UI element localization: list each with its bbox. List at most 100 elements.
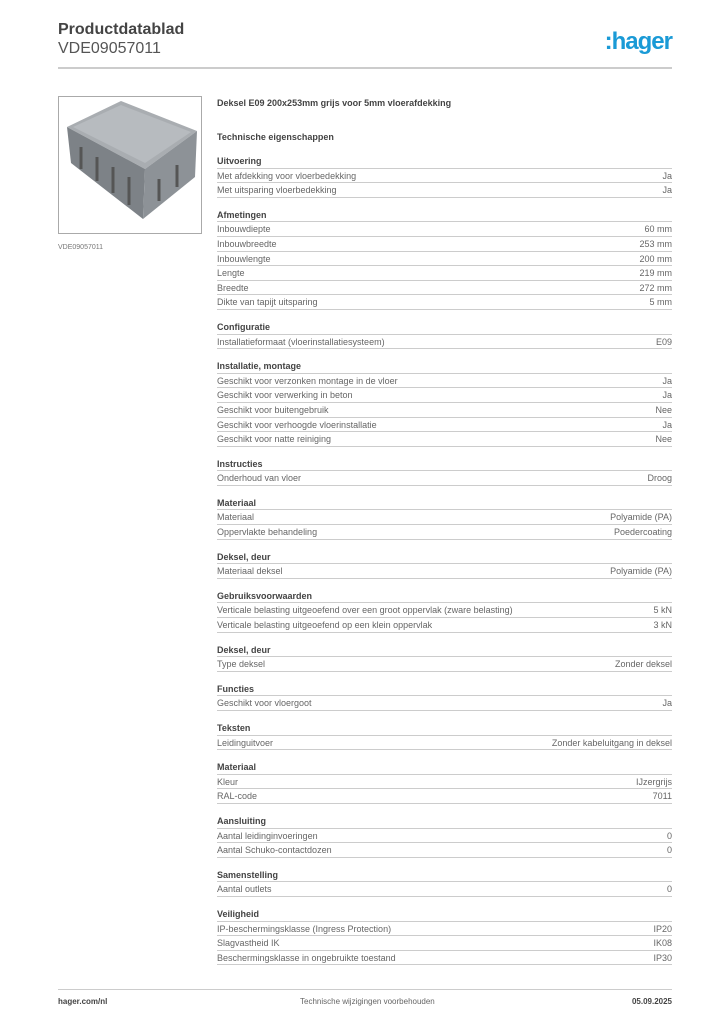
spec-label: Inbouwbreedte xyxy=(217,238,277,249)
spec-section: Gebruiksvoorwaarden Verticale belasting u… xyxy=(217,589,672,633)
spec-value: Ja xyxy=(662,375,672,386)
spec-label: Geschikt voor buitengebruik xyxy=(217,404,329,415)
spec-row: Oppervlakte behandeling Poedercoating xyxy=(217,525,672,540)
spec-value: Ja xyxy=(662,698,672,709)
spec-label: Geschikt voor verwerking in beton xyxy=(217,390,353,401)
spec-label: Breedte xyxy=(217,282,249,293)
footer-notice: Technische wijzigingen voorbehouden xyxy=(300,997,435,1006)
spec-row: Inbouwlengte 200 mm xyxy=(217,252,672,267)
spec-section: Installatie, montage Geschikt voor verzon… xyxy=(217,359,672,447)
spec-value: Droog xyxy=(647,473,672,484)
spec-section: Deksel, deur Type deksel Zonder deksel xyxy=(217,643,672,672)
spec-value: IJzergrijs xyxy=(635,776,672,787)
spec-value: IK08 xyxy=(653,938,672,949)
spec-label: Onderhoud van vloer xyxy=(217,473,302,484)
spec-value: 3 kN xyxy=(653,620,672,631)
spec-label: Dikte van tapijt uitsparing xyxy=(217,297,318,308)
spec-section: Configuratie Installatieformaat (vloerins… xyxy=(217,320,672,350)
spec-value: Ja xyxy=(662,170,672,181)
spec-row: Geschikt voor verzonken montage in de vl… xyxy=(217,374,672,389)
spec-row: Aantal leidinginvoeringen 0 xyxy=(217,829,672,844)
spec-value: Ja xyxy=(662,185,672,196)
spec-row: Materiaal deksel Polyamide (PA) xyxy=(217,564,672,579)
spec-section: Samenstelling Aantal outlets 0 xyxy=(217,868,672,897)
spec-value: 0 xyxy=(666,845,672,856)
section-title: Aansluiting xyxy=(217,814,672,829)
spec-row: Kleur IJzergrijs xyxy=(217,775,672,790)
spec-label: Lengte xyxy=(217,268,245,279)
spec-value: 0 xyxy=(666,830,672,841)
spec-section: Materiaal Materiaal Polyamide (PA) Oppervla… xyxy=(217,496,672,540)
spec-row: Geschikt voor buitengebruik Nee xyxy=(217,403,672,418)
spec-value: 200 mm xyxy=(639,253,672,264)
section-title: Functies xyxy=(217,682,672,697)
spec-row: Type deksel Zonder deksel xyxy=(217,657,672,672)
spec-value: 5 mm xyxy=(649,297,673,308)
spec-section: Afmetingen Inbouwdiepte 60 mm Inbouwbreedte… xyxy=(217,208,672,310)
spec-label: Geschikt voor verzonken montage in de vl… xyxy=(217,375,398,386)
product-description: Deksel E09 200x253mm grijs voor 5mm vloe… xyxy=(217,98,452,108)
spec-value: E09 xyxy=(655,336,672,347)
spec-label: Aantal Schuko-contactdozen xyxy=(217,845,332,856)
section-title: Gebruiksvoorwaarden xyxy=(217,589,672,604)
spec-section: Materiaal Kleur IJzergrijs RAL-code 7011 xyxy=(217,760,672,804)
spec-value: 253 mm xyxy=(639,238,672,249)
section-title: Samenstelling xyxy=(217,868,672,883)
spec-label: Met afdekking voor vloerbedekking xyxy=(217,170,357,181)
spec-row: Aantal outlets 0 xyxy=(217,882,672,897)
spec-row: Geschikt voor vloergoot Ja xyxy=(217,696,672,711)
spec-section: Instructies Onderhoud van vloer Droog xyxy=(217,457,672,486)
spec-row: Slagvastheid IK IK08 xyxy=(217,936,672,951)
section-title: Uitvoering xyxy=(217,154,672,169)
spec-section: Deksel, deur Materiaal deksel Polyamide (P… xyxy=(217,550,672,579)
spec-label: Installatieformaat (vloerinstallatiesyst… xyxy=(217,336,385,347)
spec-row: Materiaal Polyamide (PA) xyxy=(217,510,672,526)
spec-label: Inbouwdiepte xyxy=(217,224,271,235)
spec-value: Nee xyxy=(655,404,672,415)
spec-value: Polyamide (PA) xyxy=(610,566,672,577)
spec-row: Inbouwdiepte 60 mm xyxy=(217,222,672,237)
page-title: Productdatablad xyxy=(58,21,185,38)
footer-website[interactable]: hager.com/nl xyxy=(58,997,108,1006)
section-title: Veiligheid xyxy=(217,907,672,922)
section-title: Deksel, deur xyxy=(217,643,672,658)
spec-label: IP-beschermingsklasse (Ingress Protectio… xyxy=(217,923,392,934)
spec-label: Geschikt voor vloergoot xyxy=(217,698,312,709)
spec-value: 219 mm xyxy=(639,268,672,279)
section-title: Materiaal xyxy=(217,496,672,511)
spec-row: Geschikt voor natte reiniging Nee xyxy=(217,432,672,447)
spec-row: Geschikt voor verwerking in beton Ja xyxy=(217,388,672,403)
spec-value: 60 mm xyxy=(644,224,672,235)
spec-value: Nee xyxy=(655,434,672,445)
spec-row: Dikte van tapijt uitsparing 5 mm xyxy=(217,295,672,310)
spec-value: 7011 xyxy=(652,791,672,802)
spec-row: Aantal Schuko-contactdozen 0 xyxy=(217,843,672,858)
spec-row: Installatieformaat (vloerinstallatiesyst… xyxy=(217,335,672,350)
spec-row: Leidinguitvoer Zonder kabeluitgang in dek… xyxy=(217,736,672,751)
section-title: Installatie, montage xyxy=(217,359,672,374)
spec-row: Breedte 272 mm xyxy=(217,281,672,296)
footer-date: 05.09.2025 xyxy=(631,997,672,1006)
spec-column: Deksel E09 200x253mm grijs voor 5mm vloe… xyxy=(217,96,672,966)
spec-label: Slagvastheid IK xyxy=(217,938,280,949)
spec-row: IP-beschermingsklasse (Ingress Protectio… xyxy=(217,922,672,937)
spec-section: Uitvoering Met afdekking voor vloerbedekk… xyxy=(217,154,672,198)
spec-row: Met uitsparing vloerbedekking Ja xyxy=(217,183,672,198)
footer-divider xyxy=(58,989,672,990)
spec-value: IP20 xyxy=(653,923,672,934)
spec-label: Aantal leidinginvoeringen xyxy=(217,830,318,841)
header-divider xyxy=(58,67,672,69)
section-title: Materiaal xyxy=(217,760,672,775)
section-title: Instructies xyxy=(217,457,672,472)
product-image xyxy=(58,96,202,234)
spec-label: Met uitsparing vloerbedekking xyxy=(217,185,337,196)
spec-row: Verticale belasting uitgeoefend op een k… xyxy=(217,618,672,633)
section-title: Deksel, deur xyxy=(217,550,672,565)
spec-label: RAL-code xyxy=(217,791,258,802)
spec-label: Aantal outlets xyxy=(217,884,272,895)
section-title: Configuratie xyxy=(217,320,672,335)
spec-value: Ja xyxy=(662,390,672,401)
spec-row: Geschikt voor verhoogde vloerinstallatie… xyxy=(217,418,672,433)
section-title: Afmetingen xyxy=(217,208,672,223)
spec-row: Beschermingsklasse in ongebruikte toesta… xyxy=(217,951,672,966)
